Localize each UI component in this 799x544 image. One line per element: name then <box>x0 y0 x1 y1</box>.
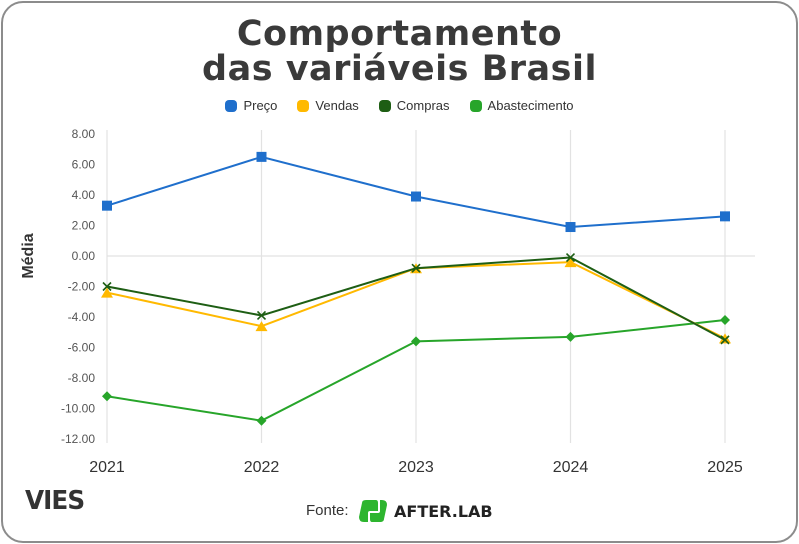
x-tick-label: 2025 <box>707 459 743 476</box>
legend-swatch <box>378 99 391 112</box>
legend-item: Vendas <box>297 98 359 113</box>
data-point <box>565 252 576 263</box>
title-line-1: Comportamento <box>236 14 563 54</box>
legend-label: Compras <box>396 98 450 113</box>
data-point <box>565 222 576 233</box>
data-point <box>256 310 267 321</box>
x-tick-label: 2023 <box>398 459 434 476</box>
data-point <box>255 321 268 332</box>
data-point <box>102 200 112 211</box>
x-tick-label: 2021 <box>89 459 125 476</box>
data-point <box>411 263 421 273</box>
data-point <box>720 335 730 345</box>
legend-label: Abastecimento <box>487 98 574 113</box>
data-point <box>102 391 112 402</box>
y-tick-label: -8.00 <box>68 371 96 385</box>
afterlab-text: AFTER.LAB <box>394 501 493 521</box>
legend-swatch <box>297 99 310 112</box>
y-tick-label: 6.00 <box>72 158 96 172</box>
data-point <box>102 281 112 292</box>
source-label: Fonte: <box>306 502 349 519</box>
data-point <box>256 415 267 426</box>
y-tick-label: 0.00 <box>72 249 96 263</box>
chart-title: Comportamento das variáveis Brasil <box>0 17 799 87</box>
vies-logo: VIES <box>25 486 85 516</box>
y-tick-label: 2.00 <box>72 219 96 233</box>
y-tick-label: 8.00 <box>72 127 96 141</box>
legend-swatch <box>469 99 482 112</box>
y-tick-label: -12.00 <box>61 432 95 446</box>
data-point <box>720 315 730 326</box>
data-point <box>565 331 576 342</box>
legend: Preço Vendas Compras Abastecimento <box>0 98 799 113</box>
x-tick-label: 2024 <box>553 459 589 476</box>
y-tick-label: 4.00 <box>72 188 96 202</box>
data-point <box>411 191 421 202</box>
y-tick-label: -4.00 <box>68 310 96 324</box>
data-point <box>411 336 421 347</box>
data-point <box>719 333 731 344</box>
x-tick-label: 2022 <box>244 459 280 476</box>
data-point <box>101 287 113 298</box>
data-point <box>256 151 267 162</box>
legend-label: Vendas <box>315 98 359 113</box>
y-tick-label: -6.00 <box>68 341 96 355</box>
legend-label: Preço <box>243 98 278 113</box>
y-tick-label: -10.00 <box>61 402 95 416</box>
afterlab-logo: AFTER.LAB <box>358 499 493 523</box>
data-point <box>564 257 577 268</box>
y-tick-label: -2.00 <box>68 280 96 294</box>
legend-item: Compras <box>378 98 450 113</box>
data-point <box>720 211 730 222</box>
title-line-2: das variáveis Brasil <box>202 49 597 89</box>
legend-item: Preço <box>225 98 277 113</box>
legend-swatch <box>225 99 238 112</box>
afterlab-logo-icon <box>359 500 387 522</box>
legend-item: Abastecimento <box>469 98 574 113</box>
